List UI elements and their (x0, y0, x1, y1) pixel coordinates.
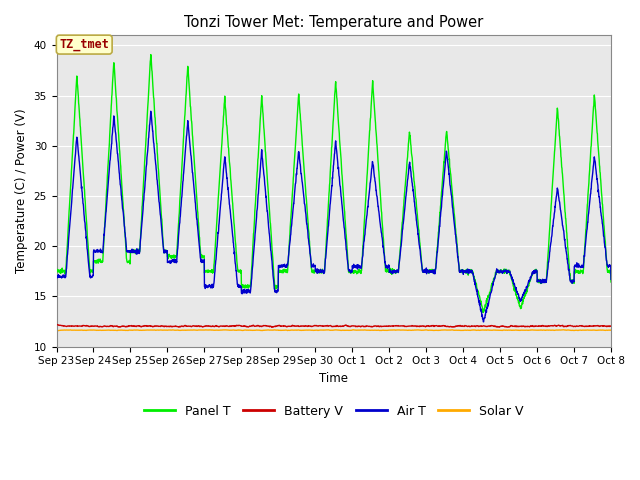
Text: TZ_tmet: TZ_tmet (60, 38, 109, 51)
X-axis label: Time: Time (319, 372, 348, 385)
Legend: Panel T, Battery V, Air T, Solar V: Panel T, Battery V, Air T, Solar V (139, 400, 529, 423)
Title: Tonzi Tower Met: Temperature and Power: Tonzi Tower Met: Temperature and Power (184, 15, 483, 30)
Y-axis label: Temperature (C) / Power (V): Temperature (C) / Power (V) (15, 108, 28, 273)
